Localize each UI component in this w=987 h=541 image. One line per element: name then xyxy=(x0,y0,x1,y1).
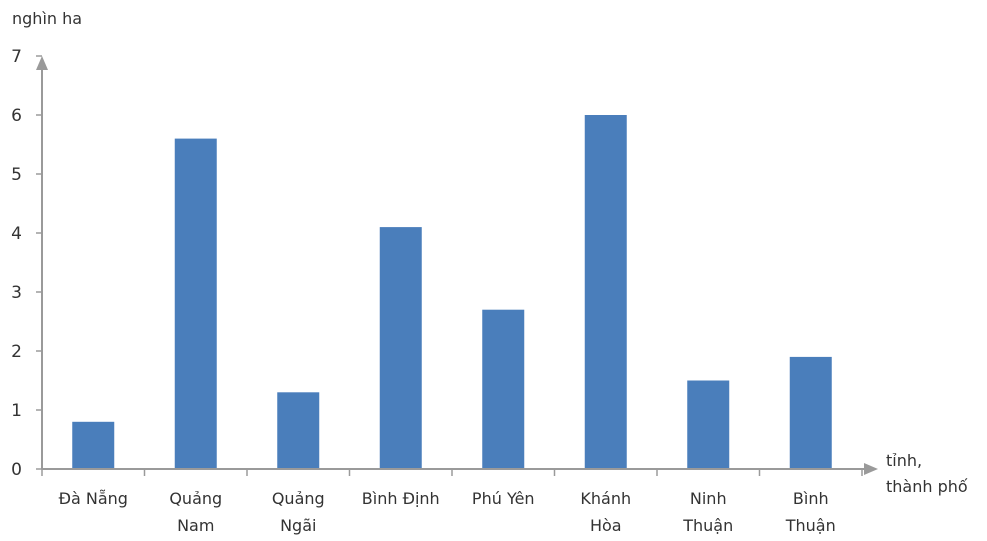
category-label: Quảng xyxy=(272,489,325,508)
category-label: Phú Yên xyxy=(472,489,535,508)
y-tick-label: 4 xyxy=(11,224,22,244)
bar xyxy=(72,421,115,469)
bar xyxy=(482,309,525,469)
bar xyxy=(174,138,217,469)
x-axis-title: tỉnh, thành phố xyxy=(886,451,968,496)
y-tick-label: 3 xyxy=(11,283,22,303)
category-label: Khánh xyxy=(580,489,631,508)
category-label: Thuận xyxy=(682,516,733,535)
category-label: Đà Nẵng xyxy=(59,489,128,508)
bars-group xyxy=(72,115,832,469)
category-label: Thuận xyxy=(785,516,836,535)
y-axis-arrowhead xyxy=(36,56,48,70)
y-tick-label: 7 xyxy=(11,47,22,67)
x-axis-arrowhead xyxy=(864,463,878,475)
y-tick-label: 2 xyxy=(11,342,22,362)
y-tick-label: 1 xyxy=(11,401,22,421)
category-label: Ninh xyxy=(690,489,727,508)
bar xyxy=(379,227,422,469)
bar xyxy=(687,380,730,469)
bar xyxy=(277,392,320,469)
category-label: Ngãi xyxy=(280,516,316,535)
category-label: Quảng xyxy=(169,489,222,508)
y-tick-label: 5 xyxy=(11,165,22,185)
y-axis-title: nghìn ha xyxy=(12,9,82,28)
category-label: Nam xyxy=(177,516,214,535)
bar xyxy=(584,115,627,469)
category-label: Bình xyxy=(793,489,829,508)
x-ticks-group xyxy=(41,469,863,476)
y-tick-label: 0 xyxy=(11,460,22,480)
category-label: Hòa xyxy=(590,516,622,535)
y-tick-label: 6 xyxy=(11,106,22,126)
category-labels-group: Đà Nẵng Quảng Nam Quảng Ngãi Bình Định Phú Yên… xyxy=(59,489,836,535)
y-ticks-group: 0 1 2 3 4 5 6 7 xyxy=(11,47,42,480)
category-label: Bình Định xyxy=(362,489,440,508)
bar xyxy=(789,356,832,469)
